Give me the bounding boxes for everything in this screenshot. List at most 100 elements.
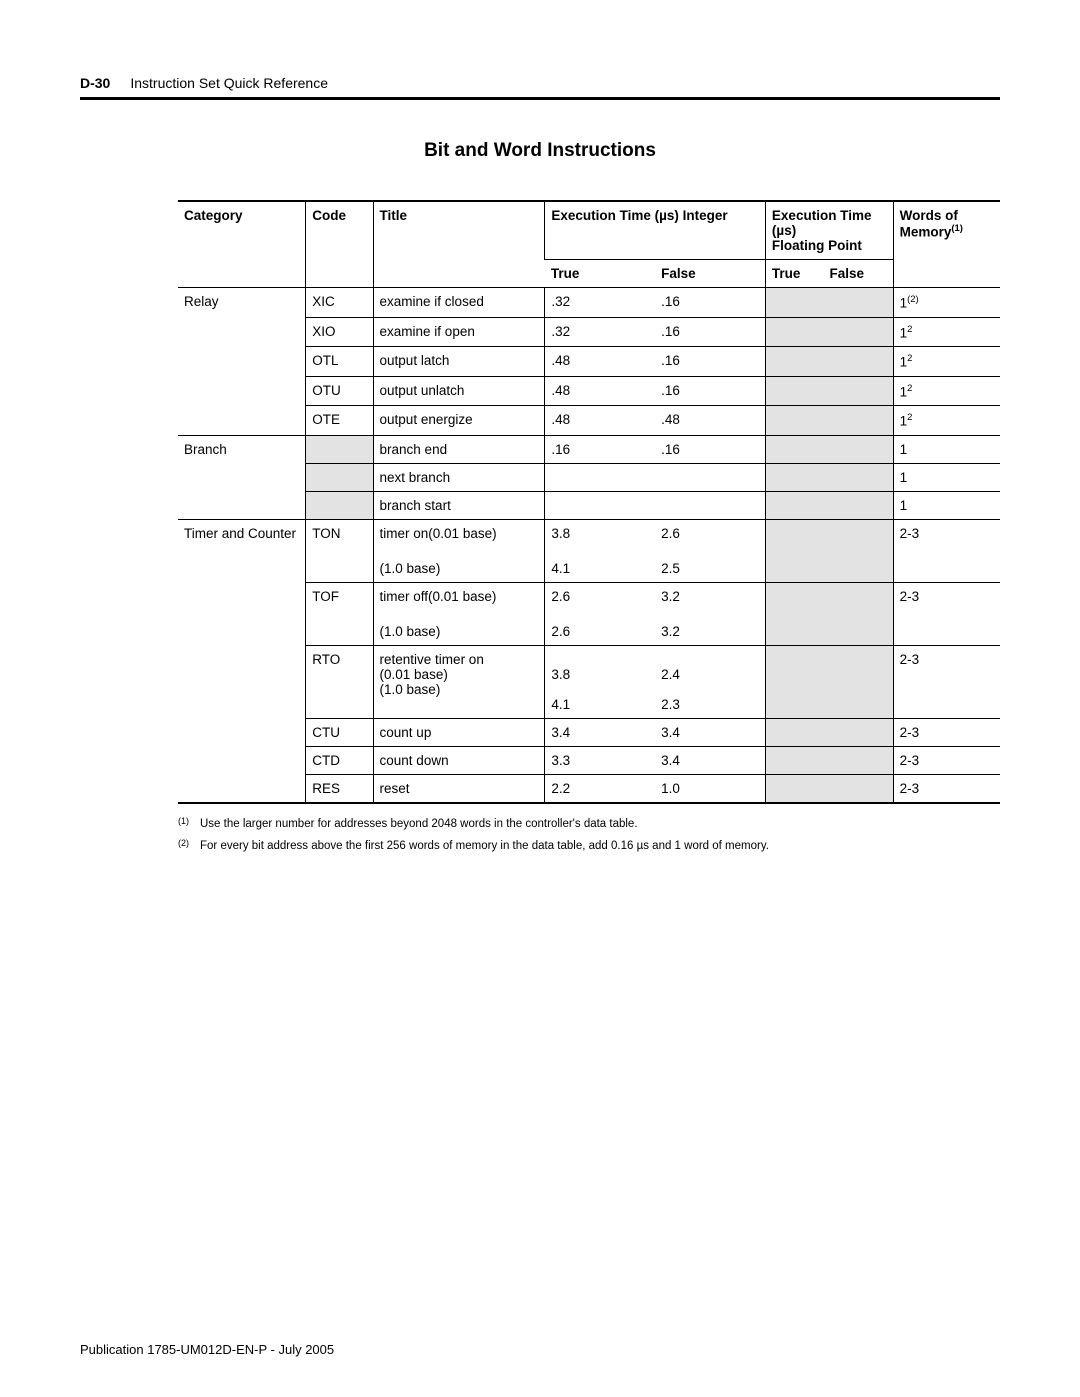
cell-title: timer off(0.01 base) — [373, 582, 545, 610]
cell-code: TON — [306, 519, 373, 547]
cell-category — [178, 406, 306, 436]
cell-category — [178, 774, 306, 803]
cell-fp-true — [765, 774, 823, 803]
table-container: Category Code Title Execution Time (µs) … — [178, 200, 1000, 804]
cell-fp-false — [823, 718, 893, 746]
cell-title: examine if closed — [373, 288, 545, 318]
cell-category — [178, 317, 306, 347]
cell-int-true: .32 — [545, 288, 655, 318]
th-code: Code — [306, 201, 373, 288]
cell-int-false: .16 — [655, 317, 765, 347]
footnote-1-text: Use the larger number for addresses beyo… — [200, 818, 638, 830]
cell-int-true: .48 — [545, 347, 655, 377]
table-row: CTDcount down3.33.42-3 — [178, 746, 1000, 774]
cell-category: Relay — [178, 288, 306, 318]
th-int-true: True — [545, 260, 655, 288]
th-exec-fp: Execution Time (µs) Floating Point — [765, 201, 893, 260]
cell-int-false: 2.5 — [655, 547, 765, 583]
table-row: CTUcount up3.43.42-3 — [178, 718, 1000, 746]
cell-int-true — [545, 491, 655, 519]
cell-title: next branch — [373, 463, 545, 491]
cell-title: output latch — [373, 347, 545, 377]
table-row: OTLoutput latch.48.1612 — [178, 347, 1000, 377]
cell-int-false: 3.2 — [655, 582, 765, 610]
table-row: Branchbranch end.16.161 — [178, 435, 1000, 463]
cell-title: output unlatch — [373, 376, 545, 406]
cell-fp-true — [765, 746, 823, 774]
cell-title: branch end — [373, 435, 545, 463]
section-title: Bit and Word Instructions — [80, 140, 1000, 162]
table-row: branch start1 — [178, 491, 1000, 519]
cell-fp-true — [765, 491, 823, 519]
cell-code — [306, 610, 373, 646]
footnote-1-num: (1) — [178, 816, 200, 828]
cell-code — [306, 463, 373, 491]
cell-fp-true — [765, 610, 823, 646]
cell-title: output energize — [373, 406, 545, 436]
cell-fp-false — [823, 435, 893, 463]
cell-fp-true — [765, 288, 823, 318]
th-exec-integer: Execution Time (µs) Integer — [545, 201, 766, 260]
cell-memory: 12 — [893, 406, 1000, 436]
cell-int-false: .16 — [655, 288, 765, 318]
cell-code: RTO — [306, 645, 373, 718]
cell-int-true: 3.8 — [545, 519, 655, 547]
cell-fp-false — [823, 610, 893, 646]
cell-title: branch start — [373, 491, 545, 519]
cell-title: count up — [373, 718, 545, 746]
publication-footer: Publication 1785-UM012D-EN-P - July 2005 — [80, 1342, 334, 1357]
cell-code — [306, 491, 373, 519]
cell-code: XIO — [306, 317, 373, 347]
table-row: OTUoutput unlatch.48.1612 — [178, 376, 1000, 406]
page-header-title: Instruction Set Quick Reference — [130, 75, 328, 91]
cell-fp-false — [823, 519, 893, 547]
cell-category: Branch — [178, 435, 306, 463]
cell-fp-true — [765, 406, 823, 436]
cell-fp-false — [823, 547, 893, 583]
cell-fp-true — [765, 317, 823, 347]
cell-fp-true — [765, 718, 823, 746]
cell-fp-false — [823, 288, 893, 318]
cell-category — [178, 746, 306, 774]
cell-int-true: 3.84.1 — [545, 645, 655, 718]
table-row: (1.0 base)4.12.5 — [178, 547, 1000, 583]
superscript: 2 — [907, 383, 912, 394]
cell-code: TOF — [306, 582, 373, 610]
cell-memory — [893, 547, 1000, 583]
cell-fp-true — [765, 463, 823, 491]
cell-fp-false — [823, 746, 893, 774]
cell-fp-true — [765, 645, 823, 718]
cell-memory: 2-3 — [893, 645, 1000, 718]
cell-category — [178, 463, 306, 491]
cell-category — [178, 547, 306, 583]
th-memory: Words of Memory(1) — [893, 201, 1000, 288]
cell-category — [178, 582, 306, 610]
cell-title: (1.0 base) — [373, 610, 545, 646]
cell-title: (1.0 base) — [373, 547, 545, 583]
page-number: D-30 — [80, 75, 110, 91]
cell-int-true: .16 — [545, 435, 655, 463]
cell-category — [178, 610, 306, 646]
cell-memory: 1 — [893, 463, 1000, 491]
cell-fp-true — [765, 547, 823, 583]
cell-int-true: 4.1 — [545, 547, 655, 583]
cell-int-true: 2.2 — [545, 774, 655, 803]
table-row: TOFtimer off(0.01 base)2.63.22-3 — [178, 582, 1000, 610]
cell-int-true: .48 — [545, 406, 655, 436]
cell-fp-false — [823, 406, 893, 436]
cell-fp-false — [823, 645, 893, 718]
superscript: 2 — [907, 353, 912, 364]
cell-int-false: 2.42.3 — [655, 645, 765, 718]
cell-fp-true — [765, 347, 823, 377]
cell-int-true: .48 — [545, 376, 655, 406]
cell-code — [306, 435, 373, 463]
cell-int-true: 3.4 — [545, 718, 655, 746]
cell-int-false: 3.2 — [655, 610, 765, 646]
superscript: 2 — [907, 412, 912, 423]
table-header-row-1: Category Code Title Execution Time (µs) … — [178, 201, 1000, 260]
cell-int-false: 3.4 — [655, 746, 765, 774]
th-fp-true: True — [765, 260, 823, 288]
cell-int-true: 2.6 — [545, 582, 655, 610]
cell-fp-false — [823, 376, 893, 406]
cell-title: count down — [373, 746, 545, 774]
